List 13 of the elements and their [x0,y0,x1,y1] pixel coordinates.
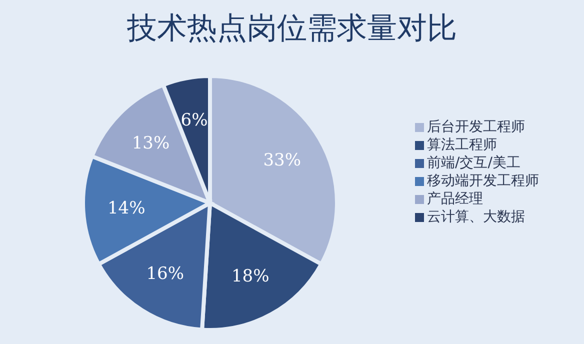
legend-label: 产品经理 [427,190,483,208]
data-label: 18% [231,266,270,286]
legend-label: 云计算、大数据 [427,208,525,226]
data-label: 33% [263,150,302,170]
data-label: 13% [132,134,170,154]
legend-label: 移动端开发工程师 [427,172,539,190]
legend-label: 算法工程师 [427,136,497,154]
legend-label: 前端/交互/美工 [427,154,520,172]
data-label: 6% [180,110,208,131]
chart-title: 技术热点岗位需求量对比 [126,10,458,48]
legend-label: 后台开发工程师 [427,118,525,136]
data-label: 14% [107,198,146,218]
data-label: 16% [146,264,184,284]
